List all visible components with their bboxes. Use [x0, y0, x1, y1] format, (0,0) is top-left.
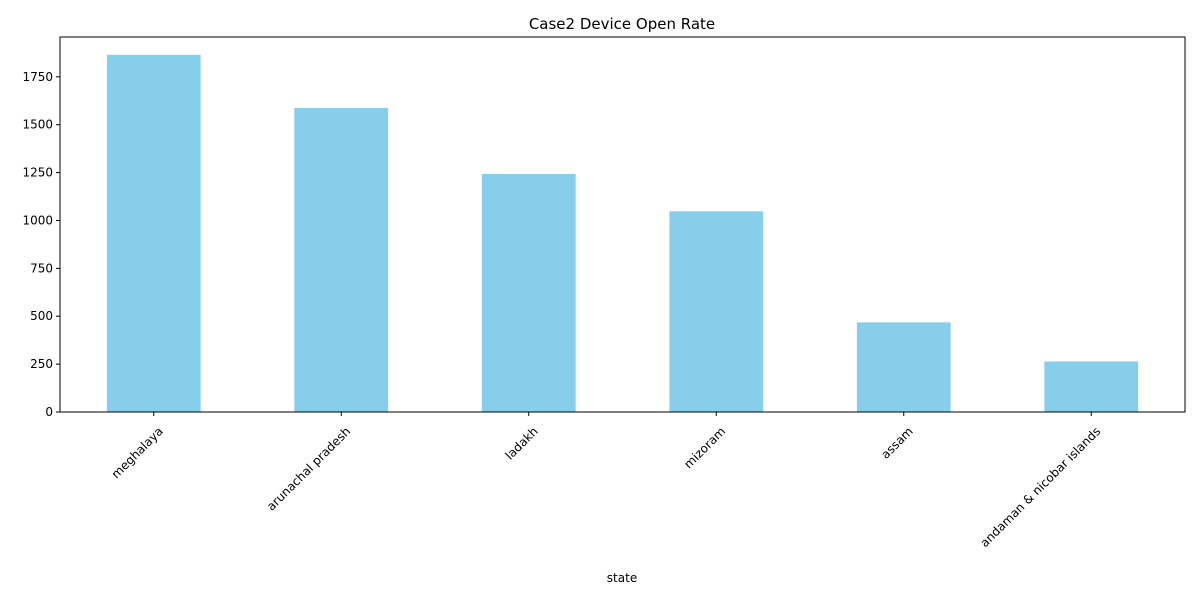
bar-assam — [856, 322, 951, 412]
x-axis: meghalaya arunachal pradesh ladakh mizoram a… — [109, 412, 1104, 550]
y-tick-label: 1250 — [22, 166, 53, 180]
x-tick-label: ladakh — [502, 424, 540, 462]
plot-frame — [59, 36, 1186, 413]
x-tick-label: meghalaya — [109, 424, 166, 481]
y-axis: 0 250 500 750 1000 1250 1500 1750 — [22, 70, 60, 419]
bar-arunachal-pradesh — [294, 108, 389, 412]
y-tick-label: 1750 — [22, 70, 53, 84]
y-tick-label: 500 — [30, 309, 53, 323]
bar-andaman-nicobar-islands — [1044, 361, 1139, 412]
y-tick-label: 0 — [45, 405, 53, 419]
x-tick-label: mizoram — [681, 424, 728, 471]
x-tick-label: assam — [878, 424, 915, 461]
y-tick-label: 1500 — [22, 118, 53, 132]
y-tick-label: 250 — [30, 357, 53, 371]
x-tick-label: arunachal pradesh — [264, 424, 353, 513]
x-axis-label: state — [607, 571, 637, 585]
y-tick-label: 750 — [30, 261, 53, 275]
bar-meghalaya — [106, 54, 201, 412]
bar-mizoram — [669, 211, 764, 412]
x-tick-label: andaman & nicobar islands — [978, 424, 1104, 550]
chart-title: Case2 Device Open Rate — [529, 15, 715, 33]
y-tick-label: 1000 — [22, 213, 53, 227]
bar-ladakh — [481, 173, 576, 412]
bars-group — [106, 54, 1139, 412]
